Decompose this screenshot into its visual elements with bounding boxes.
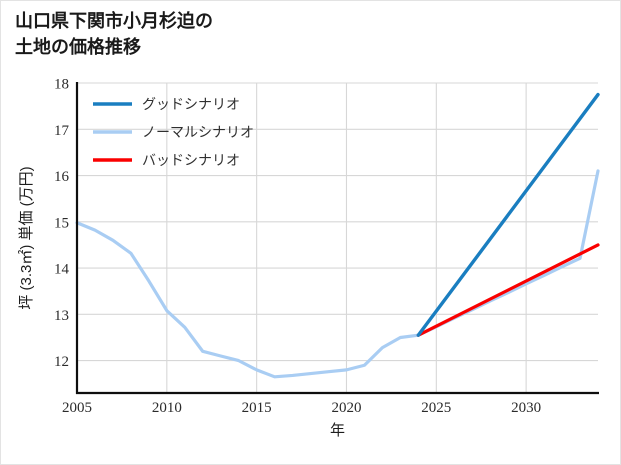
gridlines	[77, 82, 598, 393]
y-tick-label-12: 12	[54, 354, 69, 370]
x-tick-label-2015: 2015	[242, 400, 272, 416]
y-tick-label-15: 15	[54, 215, 69, 231]
axes	[75, 82, 599, 395]
x-tick-label-2005: 2005	[62, 400, 92, 416]
title-line-2: 土地の価格推移	[15, 37, 141, 57]
legend-label-normal[interactable]: ノーマルシナリオ	[142, 124, 254, 140]
series-line-bad	[416, 243, 600, 337]
y-tick-label-18: 18	[54, 77, 69, 93]
title-line-1: 山口県下関市小月杉迫の	[15, 11, 213, 31]
series-line-normal	[75, 169, 600, 379]
legend-label-bad[interactable]: バッドシナリオ	[142, 152, 240, 168]
y-tick-label-14: 14	[54, 262, 70, 278]
legend-label-good[interactable]: グッドシナリオ	[142, 96, 240, 112]
tick-labels: 12 13 14 15 16 17 18 2005 2010 2015 2020 2025 2030	[54, 77, 541, 417]
page-title: 山口県下関市小月杉迫の 土地の価格推移	[15, 8, 213, 60]
y-tick-label-16: 16	[54, 169, 70, 185]
y-tick-label-13: 13	[54, 308, 69, 324]
x-tick-label-2020: 2020	[331, 400, 361, 416]
data-series-group	[75, 92, 600, 379]
series-line-good	[416, 92, 600, 337]
x-axis-title: 年	[330, 422, 345, 439]
x-tick-label-2025: 2025	[421, 400, 451, 416]
axis-titles: 年 坪 (3.3㎡) 単価 (万円)	[18, 166, 345, 439]
x-tick-label-2010: 2010	[152, 400, 182, 416]
y-tick-label-17: 17	[54, 123, 70, 139]
y-axis-title: 坪 (3.3㎡) 単価 (万円)	[18, 166, 35, 309]
x-tick-label-2030: 2030	[511, 400, 541, 416]
